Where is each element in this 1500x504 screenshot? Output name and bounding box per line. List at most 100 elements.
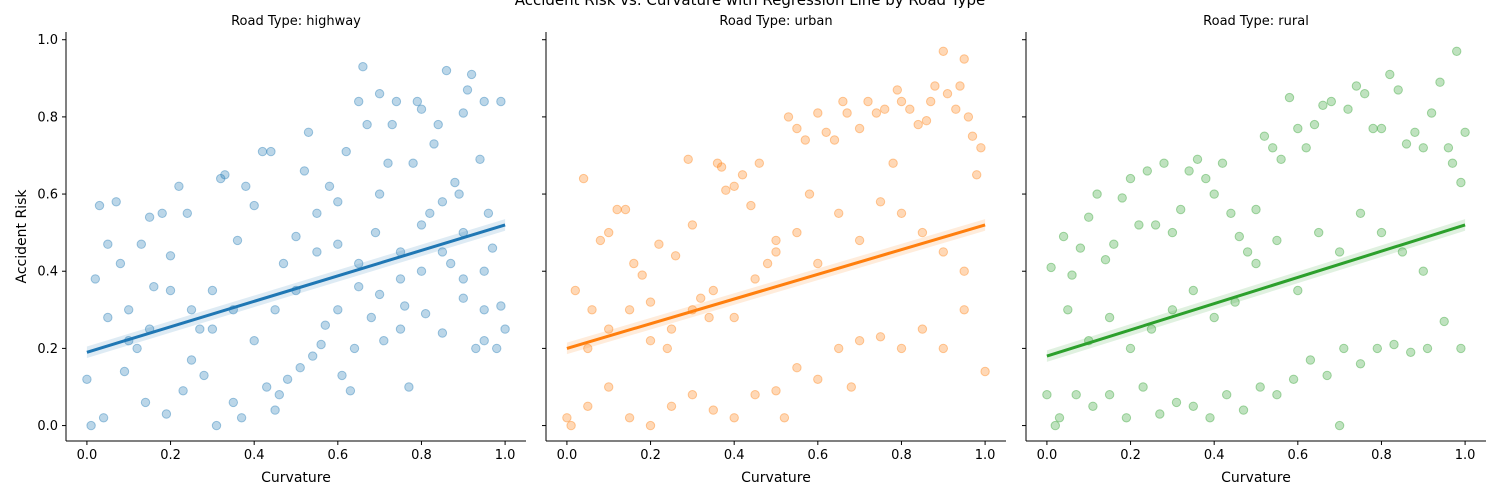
data-point bbox=[119, 366, 130, 377]
data-point bbox=[566, 420, 576, 431]
data-point bbox=[963, 112, 974, 122]
x-tick-label: 0.0 bbox=[77, 448, 98, 463]
data-point bbox=[391, 96, 402, 107]
data-point bbox=[195, 324, 205, 334]
data-point bbox=[1167, 305, 1178, 315]
data-point bbox=[370, 227, 381, 238]
data-point bbox=[716, 162, 727, 172]
data-point bbox=[312, 247, 322, 257]
data-point bbox=[437, 197, 448, 207]
data-point bbox=[270, 405, 280, 415]
data-point bbox=[1305, 355, 1316, 365]
figure-title: Accident Risk vs. Curvature with Regress… bbox=[515, 0, 986, 9]
data-point bbox=[875, 197, 886, 207]
data-point bbox=[479, 96, 489, 107]
data-point bbox=[696, 293, 706, 303]
x-tick-label: 0.0 bbox=[1037, 448, 1058, 463]
data-point bbox=[475, 154, 485, 165]
data-point bbox=[1134, 220, 1144, 230]
data-point bbox=[425, 208, 435, 219]
data-point bbox=[1234, 231, 1245, 242]
data-point bbox=[942, 89, 953, 99]
data-point bbox=[1460, 127, 1470, 138]
data-point bbox=[86, 420, 96, 431]
data-point bbox=[955, 81, 965, 91]
data-point bbox=[1334, 247, 1345, 257]
y-tick-label: 0.4 bbox=[37, 265, 58, 280]
data-point bbox=[762, 258, 773, 269]
data-point bbox=[930, 81, 940, 91]
data-point bbox=[1272, 235, 1282, 246]
data-point bbox=[249, 200, 259, 211]
data-point bbox=[161, 409, 172, 419]
data-point bbox=[216, 173, 226, 184]
data-point bbox=[792, 123, 802, 134]
data-point bbox=[274, 390, 284, 400]
data-point bbox=[479, 266, 489, 276]
data-point bbox=[429, 139, 439, 149]
data-point bbox=[270, 305, 280, 315]
data-point bbox=[383, 158, 393, 168]
data-point bbox=[1376, 227, 1387, 238]
data-point bbox=[1155, 409, 1165, 419]
data-point bbox=[199, 370, 209, 381]
data-point bbox=[645, 297, 656, 307]
data-point bbox=[362, 119, 372, 130]
data-point bbox=[921, 116, 932, 126]
data-point bbox=[854, 336, 865, 346]
data-point bbox=[1117, 193, 1127, 203]
data-point bbox=[1242, 247, 1253, 257]
data-point bbox=[813, 108, 823, 118]
data-point bbox=[458, 293, 468, 303]
data-point bbox=[1109, 239, 1119, 249]
data-point bbox=[103, 239, 113, 249]
data-point bbox=[345, 386, 356, 396]
data-point bbox=[408, 158, 418, 168]
data-point bbox=[737, 170, 748, 180]
data-point bbox=[295, 363, 305, 373]
data-point bbox=[704, 312, 714, 323]
data-point bbox=[144, 212, 155, 222]
data-point bbox=[863, 96, 873, 107]
data-point bbox=[241, 181, 251, 192]
data-point bbox=[804, 189, 815, 199]
data-point bbox=[645, 420, 656, 431]
data-point bbox=[1293, 123, 1303, 134]
data-point bbox=[1238, 405, 1249, 415]
data-point bbox=[1121, 413, 1132, 423]
data-point bbox=[496, 301, 506, 311]
data-point bbox=[783, 112, 794, 122]
data-point bbox=[462, 85, 473, 95]
data-point bbox=[437, 247, 448, 257]
data-point bbox=[433, 119, 443, 130]
x-tick-label: 0.8 bbox=[891, 448, 912, 463]
data-point bbox=[729, 181, 739, 192]
data-point bbox=[211, 420, 222, 431]
data-point bbox=[834, 208, 844, 219]
data-point bbox=[972, 170, 982, 180]
data-point bbox=[454, 189, 464, 199]
data-point bbox=[1209, 312, 1219, 323]
x-tick-label: 0.0 bbox=[557, 448, 578, 463]
data-point bbox=[333, 239, 343, 249]
data-point bbox=[662, 343, 672, 354]
x-axis-label: Curvature bbox=[1221, 470, 1291, 486]
data-point bbox=[149, 282, 159, 292]
data-point bbox=[1184, 166, 1194, 176]
data-point bbox=[366, 312, 376, 323]
panel-1: Road Type: highway 0.0 0.2 0.4 0.6 0.8 1.0 0.0 0… bbox=[14, 14, 526, 486]
data-point bbox=[416, 104, 427, 114]
data-point bbox=[842, 108, 852, 118]
data-point bbox=[374, 89, 385, 99]
x-tick-label: 0.6 bbox=[1287, 448, 1308, 463]
regression-line bbox=[86, 223, 506, 354]
data-point bbox=[416, 220, 427, 230]
data-point bbox=[115, 258, 126, 269]
data-point bbox=[1222, 390, 1232, 400]
regression-line bbox=[566, 223, 986, 350]
data-point bbox=[312, 208, 322, 219]
data-point bbox=[483, 208, 494, 219]
data-point bbox=[458, 274, 468, 284]
data-point bbox=[182, 208, 193, 219]
data-point bbox=[441, 65, 452, 76]
